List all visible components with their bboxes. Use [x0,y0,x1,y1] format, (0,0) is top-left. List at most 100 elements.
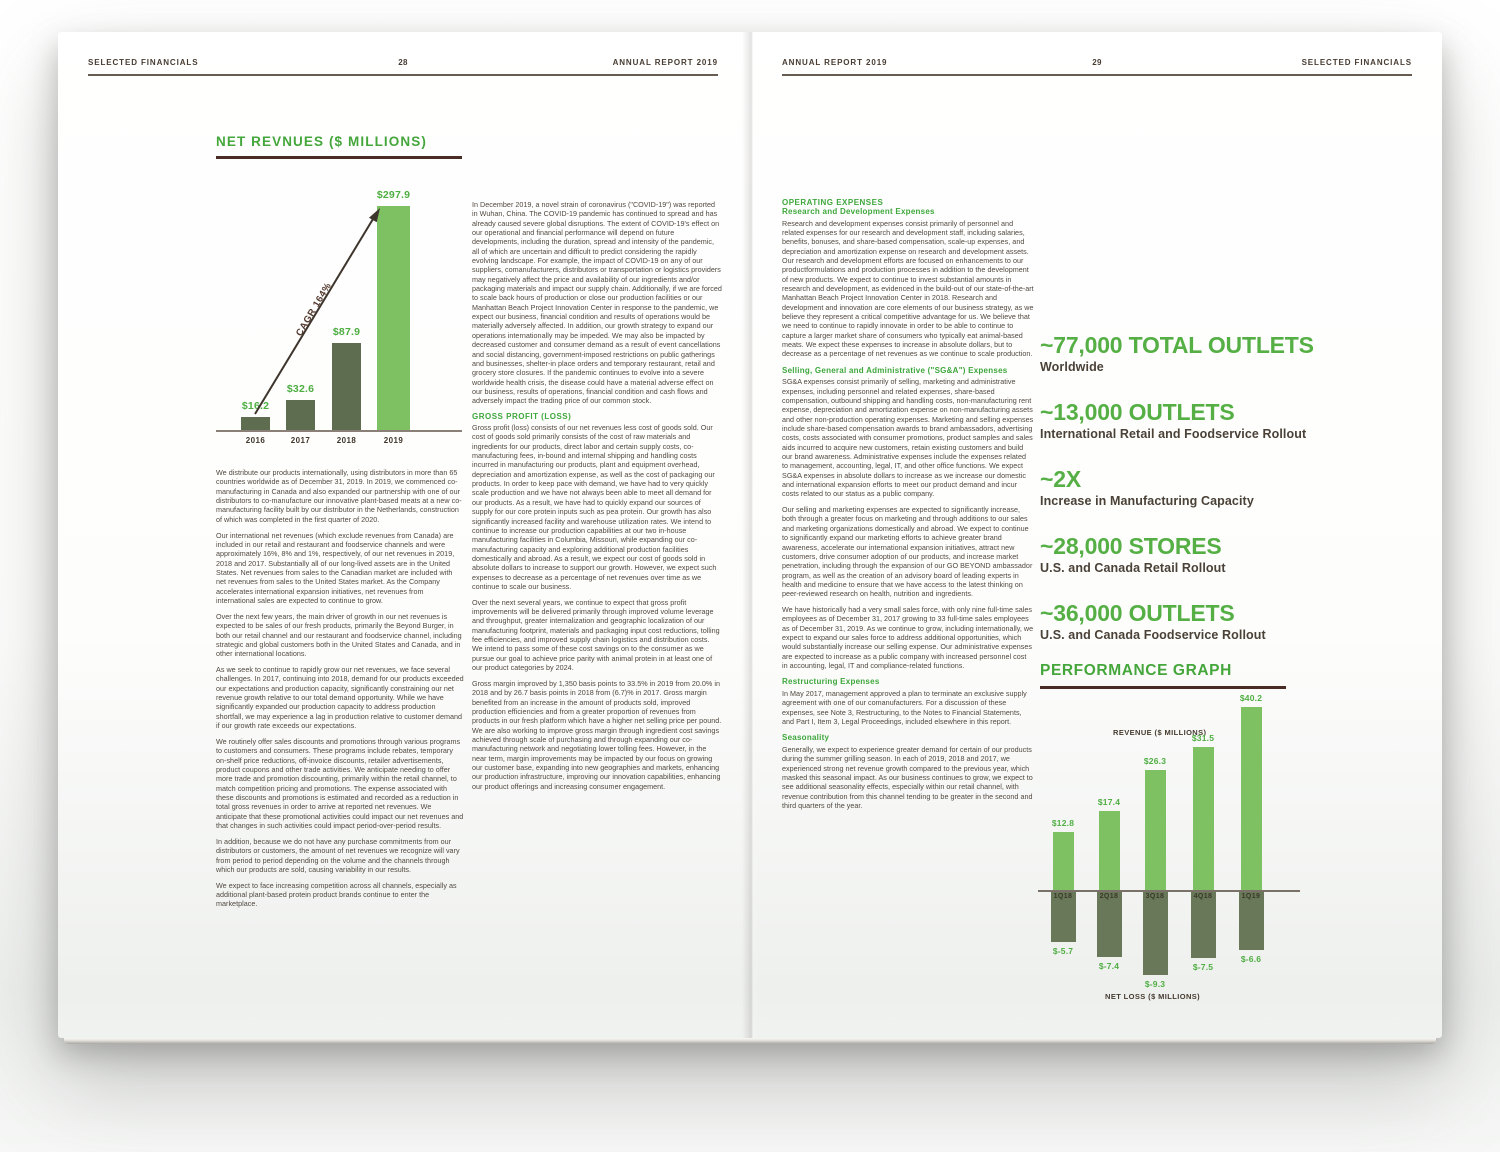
net-loss-bar-1Q18 [1050,890,1076,942]
paragraph: As we seek to continue to rapidly grow o… [216,665,464,731]
revenue-value-label: $26.3 [1143,756,1167,766]
net-loss-value-label: $-5.7 [1052,946,1074,956]
paragraph: Gross margin improved by 1,350 basis poi… [472,679,722,791]
net-revenues-value-label: $297.9 [376,189,411,201]
quarter-label: 3Q18 [1145,893,1165,900]
quarter-label: 4Q18 [1193,893,1213,900]
stat-caption: International Retail and Foodservice Rol… [1040,427,1307,441]
paragraph: Our international net revenues (which ex… [216,530,455,605]
net-loss-value-label: $-7.5 [1192,962,1214,972]
revenue-value-label: $17.4 [1097,797,1121,807]
quarter-label: 1Q18 [1053,893,1073,900]
paragraph: We distribute our products international… [216,468,462,524]
performance-graph-chart: REVENUE ($ MILLIONS) $12.8 1Q18 $-5.7 $17.4… [1038,693,1300,1030]
stat-value: ~2X [1040,466,1081,492]
net-revenues-value-label: $32.6 [286,383,315,395]
paragraph: SG&A expenses consist primarily of selli… [782,377,1034,499]
net-revenues-title-rule [216,156,462,159]
paragraph: We routinely offer sales discounts and p… [216,736,464,831]
performance-graph-axis [1038,890,1300,892]
paragraph: Over the next several years, we continue… [472,597,720,673]
quarter-label: 1Q19 [1241,893,1261,900]
header-rule-right [782,74,1412,76]
paragraph: Generally, we expect to experience great… [782,744,1033,810]
right-page-column-1: OPERATING EXPENSES Research and Developm… [782,198,1034,1028]
stat-us-canada-stores: ~28,000 STORES U.S. and Canada Retail Ro… [1040,533,1340,575]
revenue-bar-1Q18 [1052,832,1074,890]
page-number-left: 28 [398,58,408,67]
running-head-left: SELECTED FINANCIALS [88,58,199,67]
paragraph: In May 2017, management approved a plan … [782,688,1027,726]
quarter-label: 2Q18 [1099,893,1119,900]
net-revenues-bar-2017 [286,400,315,430]
net-revenues-value-label: $87.9 [332,326,361,338]
net-loss-bar-2Q18 [1096,890,1122,957]
operating-expenses-heading: OPERATING EXPENSES [782,198,884,207]
seasonality-subheading: Seasonality [782,733,830,743]
running-head-right: SELECTED FINANCIALS [1301,58,1412,67]
net-revenues-bar-2016 [241,417,270,430]
net-revenues-bars: $16.2 2016 $32.6 2017 $87.9 2018 $297.9 2019 [216,184,462,445]
net-loss-bar-4Q18 [1190,890,1216,958]
net-revenues-chart: $16.2 2016 $32.6 2017 $87.9 2018 $297.9 2019 CA… [216,184,462,450]
revenue-value-label: $31.5 [1191,733,1215,743]
running-head-right-left: ANNUAL REPORT 2019 [782,58,888,67]
net-revenues-bar-2018 [332,343,361,430]
net-loss-bar-3Q18 [1142,890,1168,975]
stat-caption: Increase in Manufacturing Capacity [1040,494,1254,508]
performance-graph-title: PERFORMANCE GRAPH [1040,662,1232,679]
rd-expenses-subheading: Research and Development Expenses [782,207,935,216]
paragraph: In December 2019, a novel strain of coro… [472,200,722,406]
revenue-bar-4Q18 [1192,747,1214,890]
running-head-left-right: ANNUAL REPORT 2019 [612,58,718,67]
performance-graph-title-rule [1040,686,1286,689]
revenue-bar-2Q18 [1098,811,1120,890]
net-revenues-year-label: 2019 [383,436,404,445]
paragraph: Our selling and marketing expenses are e… [782,505,1033,599]
net-loss-bar-1Q19 [1238,890,1264,950]
net-loss-value-label: $-6.6 [1240,954,1262,964]
net-revenues-title: NET REVNUES ($ MILLIONS) [216,134,427,149]
paragraph: Research and development expenses consis… [782,218,1034,359]
header-rule-left [88,74,718,76]
left-page-column-2: In December 2019, a novel strain of coro… [472,200,722,1030]
paragraph: Gross profit (loss) consists of our net … [472,423,717,591]
stat-caption: U.S. and Canada Foodservice Rollout [1040,628,1266,642]
cagr-arrow [254,208,380,415]
stat-value: ~28,000 STORES [1040,533,1222,559]
revenue-bar-1Q19 [1240,707,1262,890]
revenue-series-label: REVENUE ($ MILLIONS) [1113,728,1207,737]
net-loss-series-label: NET LOSS ($ MILLIONS) [1105,992,1201,1001]
net-revenues-year-label: 2016 [245,436,266,445]
newspaper-spread: SELECTED FINANCIALS 28 ANNUAL REPORT 201… [58,32,1442,1044]
restructuring-subheading: Restructuring Expenses [782,677,880,687]
stat-total-outlets: ~77,000 TOTAL OUTLETS Worldwide [1040,332,1340,374]
gross-profit-heading: GROSS PROFIT (LOSS) [472,412,572,422]
sga-expenses-subheading: Selling, General and Administrative ("SG… [782,365,1008,375]
revenue-value-label: $40.2 [1239,693,1263,703]
net-loss-value-label: $-7.4 [1098,961,1120,971]
left-page-column-1: We distribute our products international… [216,468,464,1028]
page-number-right: 29 [1092,58,1102,67]
stat-caption: Worldwide [1040,360,1104,374]
revenue-bar-3Q18 [1144,770,1166,890]
stat-value: ~36,000 OUTLETS [1040,600,1235,626]
net-revenues-bar-2019 [377,206,410,430]
stat-value: ~77,000 TOTAL OUTLETS [1040,332,1314,358]
revenue-value-label: $12.8 [1051,818,1075,828]
key-stats: ~77,000 TOTAL OUTLETS Worldwide ~13,000 … [1040,332,1340,667]
net-revenues-year-label: 2017 [290,436,311,445]
stat-value: ~13,000 OUTLETS [1040,399,1235,425]
net-revenues-axis [216,430,462,432]
stat-us-canada-foodservice: ~36,000 OUTLETS U.S. and Canada Foodserv… [1040,600,1340,642]
center-fold [742,32,760,1038]
stat-manufacturing-capacity: ~2X Increase in Manufacturing Capacity [1040,466,1340,508]
net-revenues-year-label: 2018 [336,436,357,445]
paragraph: We have historically had a very small sa… [782,605,1034,671]
net-loss-value-label: $-9.3 [1144,979,1166,989]
paragraph: Over the next few years, the main driver… [216,611,462,659]
stat-international-outlets: ~13,000 OUTLETS International Retail and… [1040,399,1340,441]
paragraph: In addition, because we do not have any … [216,836,460,874]
paragraph: We expect to face increasing competition… [216,880,457,909]
